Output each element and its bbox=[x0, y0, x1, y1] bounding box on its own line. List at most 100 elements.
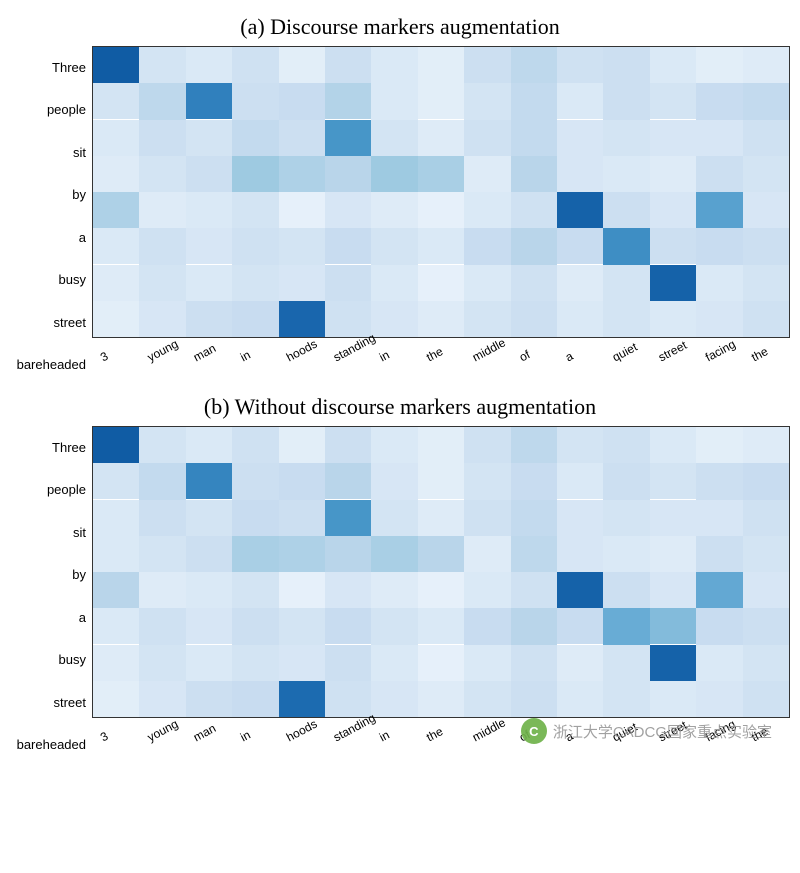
heatmap-cell bbox=[743, 47, 789, 83]
heatmap-cell bbox=[371, 120, 417, 156]
heatmap-cell bbox=[603, 608, 649, 644]
heatmap-cell bbox=[650, 645, 696, 681]
heatmap-cell bbox=[279, 156, 325, 192]
heatmap-cell bbox=[650, 572, 696, 608]
y-label: by bbox=[10, 554, 90, 597]
heatmap-cell bbox=[279, 500, 325, 536]
heatmap-cell bbox=[743, 265, 789, 301]
heatmap-cell bbox=[511, 47, 557, 83]
y-axis-labels: Threepeoplesitbyabusystreetbareheaded bbox=[10, 46, 90, 386]
heatmap-cell bbox=[371, 47, 417, 83]
heatmap-cell bbox=[139, 265, 185, 301]
heatmap-cell bbox=[743, 120, 789, 156]
heatmap-cell bbox=[139, 120, 185, 156]
heatmap-cell bbox=[279, 681, 325, 717]
heatmap-cell bbox=[511, 120, 557, 156]
heatmap-cell bbox=[650, 427, 696, 463]
heatmap-cell bbox=[232, 265, 278, 301]
heatmap-cell bbox=[139, 681, 185, 717]
heatmap-cell bbox=[186, 608, 232, 644]
heatmap-cell bbox=[371, 228, 417, 264]
y-label: street bbox=[10, 301, 90, 344]
heatmap-cell bbox=[650, 536, 696, 572]
heatmap-cell bbox=[93, 500, 139, 536]
heatmap-cell bbox=[743, 572, 789, 608]
heatmap-cell bbox=[696, 192, 742, 228]
heatmap-cell bbox=[603, 265, 649, 301]
heatmap-cell bbox=[557, 83, 603, 119]
heatmap-cell bbox=[743, 645, 789, 681]
y-label: people bbox=[10, 89, 90, 132]
heatmap-cell bbox=[650, 83, 696, 119]
heatmap-cell bbox=[279, 608, 325, 644]
heatmap-cell bbox=[650, 608, 696, 644]
heatmap-cell bbox=[418, 120, 464, 156]
heatmap-cell bbox=[603, 301, 649, 337]
heatmap-cell bbox=[232, 427, 278, 463]
heatmap-cell bbox=[93, 608, 139, 644]
heatmap-cell bbox=[650, 192, 696, 228]
heatmap-cell bbox=[232, 192, 278, 228]
heatmap-cell bbox=[325, 681, 371, 717]
heatmap-cell bbox=[603, 645, 649, 681]
heatmap-cell bbox=[418, 572, 464, 608]
heatmap-cell bbox=[325, 228, 371, 264]
heatmap-cell bbox=[696, 301, 742, 337]
heatmap-cell bbox=[511, 301, 557, 337]
heatmap-cell bbox=[603, 500, 649, 536]
heatmap-cell bbox=[139, 645, 185, 681]
heatmap-cell bbox=[232, 47, 278, 83]
y-axis-labels: Threepeoplesitbyabusystreetbareheaded bbox=[10, 426, 90, 766]
y-label: bareheaded bbox=[10, 724, 90, 767]
heatmap-cell bbox=[603, 192, 649, 228]
heatmap-cell bbox=[325, 83, 371, 119]
heatmap-cell bbox=[325, 608, 371, 644]
heatmap-cell bbox=[511, 156, 557, 192]
heatmap-cell bbox=[186, 536, 232, 572]
heatmap-cell bbox=[186, 228, 232, 264]
heatmap-cell bbox=[696, 47, 742, 83]
heatmap-cell bbox=[279, 192, 325, 228]
heatmap-cell bbox=[603, 228, 649, 264]
heatmap-cell bbox=[279, 228, 325, 264]
heatmap-cell bbox=[418, 536, 464, 572]
heatmap-cell bbox=[371, 192, 417, 228]
heatmap-cell bbox=[139, 47, 185, 83]
heatmap-cell bbox=[557, 500, 603, 536]
heatmap-cell bbox=[371, 83, 417, 119]
x-axis-labels: 3youngmaninhoodsstandinginthemiddleofaqu… bbox=[92, 720, 790, 766]
heatmap-cell bbox=[696, 427, 742, 463]
heatmap-panel: (a) Discourse markers augmentation Threep… bbox=[10, 14, 790, 386]
heatmap-cell bbox=[139, 192, 185, 228]
heatmap-cell bbox=[418, 47, 464, 83]
heatmap-cell bbox=[696, 228, 742, 264]
heatmap-panel: (b) Without discourse markers augmentati… bbox=[10, 394, 790, 766]
heatmap-cell bbox=[603, 83, 649, 119]
heatmap-cell bbox=[279, 265, 325, 301]
panel-title: (a) Discourse markers augmentation bbox=[10, 14, 790, 40]
heatmap-cell bbox=[325, 120, 371, 156]
heatmap-cell bbox=[93, 463, 139, 499]
heatmap-cell bbox=[279, 645, 325, 681]
heatmap-cell bbox=[464, 463, 510, 499]
heatmap-cell bbox=[650, 156, 696, 192]
heatmap-cell bbox=[603, 463, 649, 499]
heatmap-cell bbox=[743, 681, 789, 717]
y-label: a bbox=[10, 596, 90, 639]
heatmap-cell bbox=[418, 301, 464, 337]
heatmap-cell bbox=[139, 500, 185, 536]
heatmap-cell bbox=[511, 572, 557, 608]
heatmap-cell bbox=[696, 645, 742, 681]
heatmap-cell bbox=[557, 192, 603, 228]
heatmap-cell bbox=[603, 120, 649, 156]
heatmap-cell bbox=[232, 572, 278, 608]
heatmap-cell bbox=[464, 500, 510, 536]
chart-wrap: Threepeoplesitbyabusystreetbareheaded3yo… bbox=[92, 46, 790, 386]
heatmap-cell bbox=[325, 645, 371, 681]
heatmap-cell bbox=[511, 500, 557, 536]
heatmap-cell bbox=[139, 427, 185, 463]
heatmap-cell bbox=[186, 463, 232, 499]
heatmap-cell bbox=[232, 228, 278, 264]
heatmap-cell bbox=[186, 500, 232, 536]
heatmap-cell bbox=[743, 156, 789, 192]
